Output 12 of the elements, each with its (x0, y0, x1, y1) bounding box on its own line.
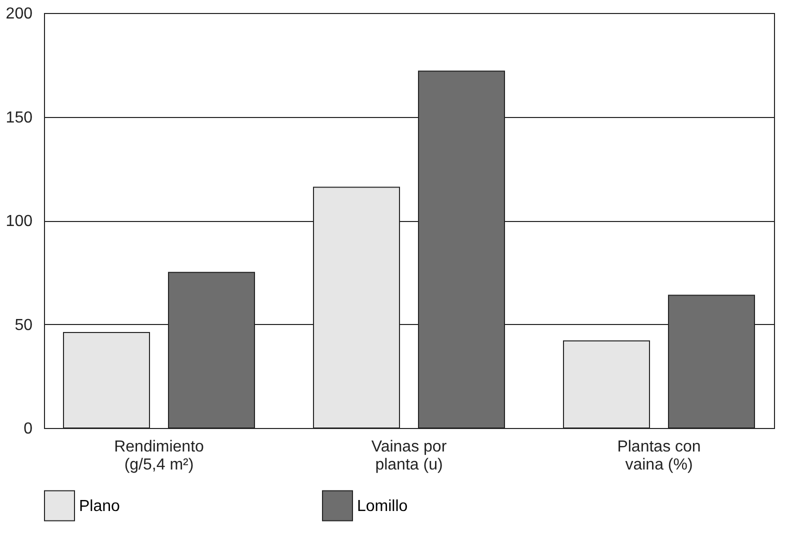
y-tick-label: 50 (14, 316, 33, 334)
x-tick-label: Plantas con vaina (%) (617, 438, 701, 474)
bar (563, 340, 650, 428)
y-tick-label: 200 (6, 6, 33, 22)
y-tick-label: 0 (24, 420, 33, 438)
y-tick-label: 100 (6, 213, 33, 230)
x-tick-label: Rendimiento (g/5,4 m²) (114, 438, 204, 474)
x-tick-label: Vainas por planta (u) (371, 438, 448, 474)
legend-label: Plano (79, 498, 120, 515)
y-tick-label: 150 (6, 109, 33, 126)
legend-label: Lomillo (357, 498, 408, 515)
bar (63, 332, 150, 428)
